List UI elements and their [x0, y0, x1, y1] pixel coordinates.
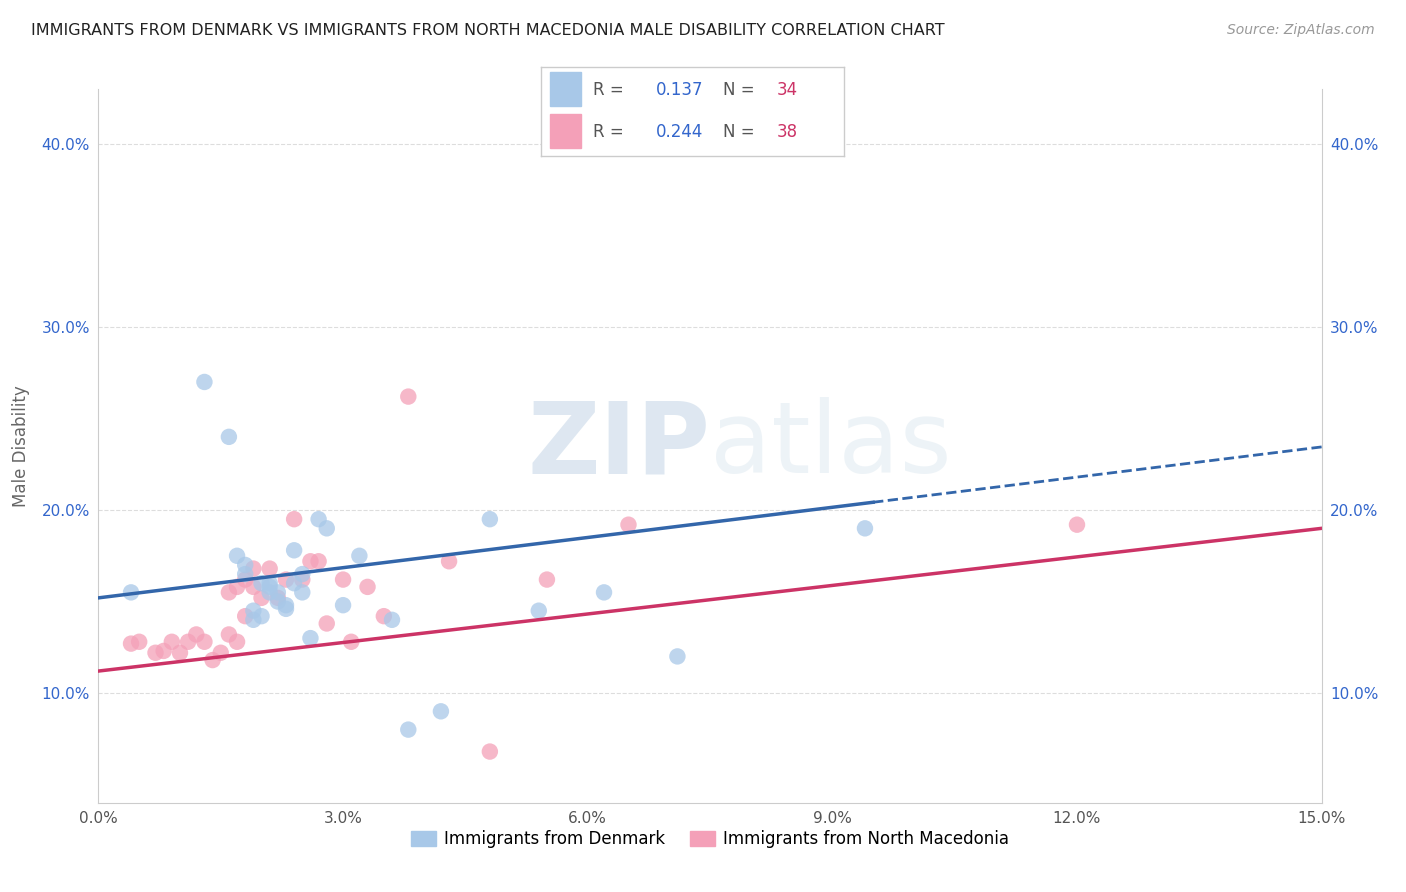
Point [274, 598, 297, 612]
Bar [550, 72, 581, 106]
Point [332, 573, 354, 587]
Point [218, 627, 240, 641]
Point [259, 580, 281, 594]
Point [233, 609, 256, 624]
Point [332, 598, 354, 612]
Point [617, 517, 640, 532]
Point [267, 594, 290, 608]
Point [666, 649, 689, 664]
Point [259, 585, 281, 599]
Point [430, 704, 453, 718]
Point [349, 549, 371, 563]
Point [128, 634, 150, 648]
Text: N =: N = [723, 81, 759, 99]
Point [201, 653, 224, 667]
Point [396, 390, 419, 404]
Point [145, 646, 167, 660]
Text: ZIP: ZIP [527, 398, 710, 494]
Point [593, 585, 616, 599]
Text: N =: N = [723, 123, 759, 141]
Point [299, 554, 322, 568]
Point [193, 634, 215, 648]
Text: Source: ZipAtlas.com: Source: ZipAtlas.com [1227, 23, 1375, 37]
Point [373, 609, 395, 624]
Point [478, 512, 501, 526]
Text: R =: R = [593, 81, 628, 99]
Point [242, 580, 264, 594]
Point [478, 745, 501, 759]
Point [1066, 517, 1088, 532]
Point [193, 375, 215, 389]
Point [396, 723, 419, 737]
Point [242, 613, 264, 627]
Point [233, 567, 256, 582]
Point [315, 616, 337, 631]
Point [209, 646, 232, 660]
Point [177, 634, 200, 648]
Point [274, 573, 297, 587]
Point [291, 567, 314, 582]
Point [242, 604, 264, 618]
Point [226, 580, 249, 594]
Point [233, 573, 256, 587]
Point [267, 585, 290, 599]
Point [267, 591, 290, 605]
Point [283, 576, 305, 591]
Point [218, 585, 240, 599]
Point [291, 573, 314, 587]
Point [160, 634, 183, 648]
Point [381, 613, 404, 627]
Point [226, 549, 249, 563]
Text: 0.137: 0.137 [657, 81, 703, 99]
Point [233, 558, 256, 572]
Point [283, 512, 305, 526]
Point [120, 637, 142, 651]
Point [120, 585, 142, 599]
Point [152, 644, 174, 658]
Point [340, 634, 363, 648]
Bar [550, 114, 581, 148]
Point [308, 512, 330, 526]
Text: atlas: atlas [710, 398, 952, 494]
Text: IMMIGRANTS FROM DENMARK VS IMMIGRANTS FROM NORTH MACEDONIA MALE DISABILITY CORRE: IMMIGRANTS FROM DENMARK VS IMMIGRANTS FR… [31, 23, 945, 38]
Point [527, 604, 550, 618]
Point [291, 585, 314, 599]
Point [356, 580, 378, 594]
Text: R =: R = [593, 123, 628, 141]
Point [186, 627, 208, 641]
Point [250, 576, 273, 591]
Point [226, 634, 249, 648]
Point [242, 561, 264, 575]
Point [536, 573, 558, 587]
Legend: Immigrants from Denmark, Immigrants from North Macedonia: Immigrants from Denmark, Immigrants from… [404, 824, 1017, 855]
Point [299, 631, 322, 645]
Point [250, 609, 273, 624]
Point [169, 646, 191, 660]
Text: 0.244: 0.244 [657, 123, 703, 141]
Point [274, 602, 297, 616]
Text: 38: 38 [778, 123, 799, 141]
Point [308, 554, 330, 568]
Point [283, 543, 305, 558]
Point [315, 521, 337, 535]
Point [259, 576, 281, 591]
Y-axis label: Male Disability: Male Disability [13, 385, 31, 507]
Point [259, 561, 281, 575]
Point [437, 554, 460, 568]
Text: 34: 34 [778, 81, 799, 99]
Point [250, 591, 273, 605]
Point [853, 521, 876, 535]
Point [218, 430, 240, 444]
